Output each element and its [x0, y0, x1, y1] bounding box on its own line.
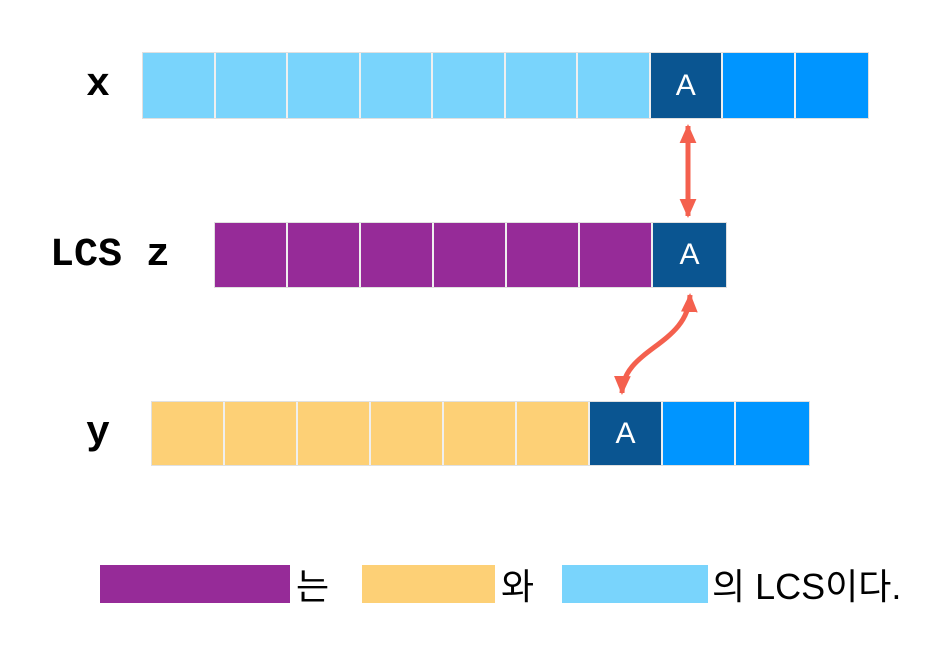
sequence-cell-purple [361, 223, 434, 287]
sequence-cell-light-blue [578, 53, 651, 118]
sequence-cell-orange [517, 402, 590, 465]
matched-cell-x: A [650, 53, 723, 118]
sequence-cell-light-blue [215, 53, 288, 118]
sequence-bar-z: A [215, 223, 726, 287]
sequence-cell-bright-blue [663, 402, 736, 465]
sequence-cell-bright-blue [795, 53, 868, 118]
sequence-cell-orange [444, 402, 517, 465]
sequence-cell-purple [507, 223, 580, 287]
row-label-lcs-z: LCS z [50, 232, 171, 278]
sequence-bar-x: A [143, 53, 868, 118]
match-arrow-z-y [614, 293, 698, 395]
legend-label-z: 는 [296, 566, 330, 607]
legend-label-x: 의 LCS이다. [712, 566, 902, 607]
sequence-cell-orange [298, 402, 371, 465]
sequence-cell-light-blue [433, 53, 506, 118]
sequence-cell-purple [288, 223, 361, 287]
sequence-cell-purple [580, 223, 653, 287]
sequence-cell-light-blue [288, 53, 361, 118]
legend-swatch-y [362, 565, 495, 603]
sequence-cell-orange [371, 402, 444, 465]
legend-swatch-z [100, 565, 290, 603]
sequence-cell-purple [434, 223, 507, 287]
legend-swatch-x [562, 565, 708, 603]
row-label-x: x [85, 63, 110, 108]
sequence-bar-y: A [152, 402, 809, 465]
sequence-cell-orange [225, 402, 298, 465]
legend-label-y: 와 [501, 566, 535, 607]
sequence-cell-bright-blue [723, 53, 796, 118]
row-label-y: y [85, 411, 110, 456]
sequence-cell-bright-blue [736, 402, 809, 465]
sequence-cell-light-blue [505, 53, 578, 118]
matched-cell-y: A [590, 402, 663, 465]
sequence-cell-purple [215, 223, 288, 287]
sequence-cell-light-blue [143, 53, 216, 118]
matched-cell-z: A [653, 223, 726, 287]
sequence-cell-light-blue [360, 53, 433, 118]
sequence-cell-orange [152, 402, 225, 465]
